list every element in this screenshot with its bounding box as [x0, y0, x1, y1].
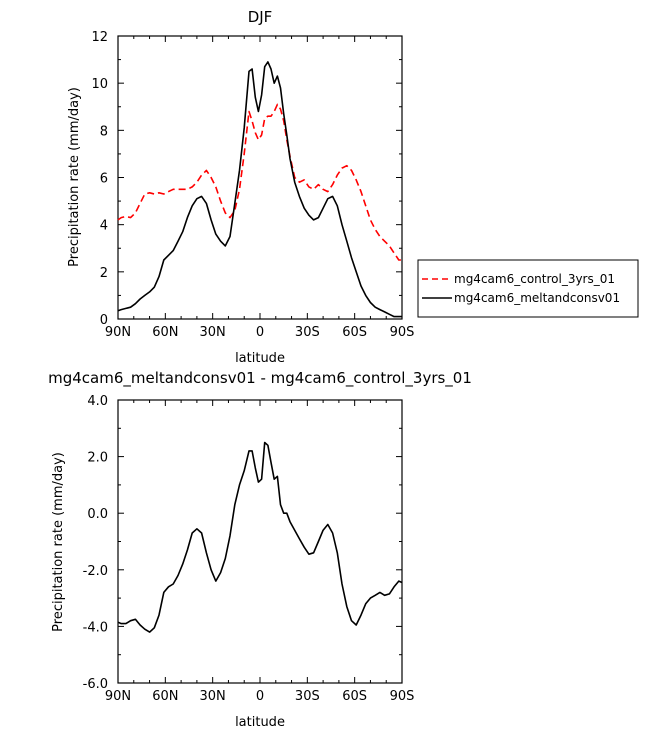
chart-top-title: DJF	[248, 8, 273, 26]
chart-top-legend: mg4cam6_control_3yrs_01 mg4cam6_meltandc…	[417, 259, 639, 318]
x-tick-label: 30S	[295, 325, 320, 340]
x-tick-label: 0	[256, 325, 264, 340]
legend-box	[417, 259, 639, 318]
y-tick-label: 0.0	[87, 507, 108, 522]
chart-bottom-title: mg4cam6_meltandconsv01 - mg4cam6_control…	[48, 369, 472, 388]
chart-top-frame	[117, 35, 403, 320]
series-line-mg4cam6_control_3yrs_01	[117, 103, 402, 261]
y-tick-label: 4	[100, 219, 108, 234]
x-tick-label: 0	[256, 689, 264, 704]
x-tick-label: 90S	[390, 325, 415, 340]
series-line-mg4cam6_meltandconsv01	[117, 61, 402, 318]
y-tick-label: -4.0	[83, 620, 108, 635]
x-tick-label: 60S	[342, 689, 367, 704]
y-tick-label: 10	[91, 77, 108, 92]
chart-bottom-xlabel: latitude	[235, 715, 285, 730]
x-tick-label: 90S	[390, 689, 415, 704]
chart-bottom: mg4cam6_meltandconsv01 - mg4cam6_control…	[48, 369, 472, 730]
legend-label-control: mg4cam6_control_3yrs_01	[454, 272, 615, 286]
y-tick-label: -6.0	[83, 677, 108, 692]
y-tick-label: 12	[91, 30, 108, 45]
chart-top-xlabel: latitude	[235, 351, 285, 366]
legend-label-meltandconsv: mg4cam6_meltandconsv01	[454, 291, 620, 305]
x-tick-label: 90N	[105, 689, 131, 704]
series-line-chart1-series0	[117, 441, 403, 633]
x-tick-label: 30N	[200, 689, 226, 704]
x-tick-label: 30N	[200, 325, 226, 340]
y-tick-label: 6	[100, 172, 108, 187]
x-tick-label: 60N	[152, 325, 178, 340]
y-tick-label: 2	[100, 266, 108, 281]
chart-bottom-ylabel: Precipitation rate (mm/day)	[51, 452, 66, 632]
x-tick-label: 60S	[342, 325, 367, 340]
y-tick-label: -2.0	[83, 564, 108, 579]
x-tick-label: 30S	[295, 689, 320, 704]
x-tick-label: 60N	[152, 689, 178, 704]
y-tick-label: 4.0	[87, 394, 108, 409]
x-tick-label: 90N	[105, 325, 131, 340]
chart-bottom-frame	[117, 399, 403, 684]
chart-top: DJF 90N 60N 30N 0 30S 60S 90S 0 2 4 6 8 10 12 latitu…	[67, 8, 414, 366]
chart-top-ylabel: Precipitation rate (mm/day)	[67, 87, 82, 267]
y-tick-label: 2.0	[87, 451, 108, 466]
y-tick-label: 0	[100, 313, 108, 328]
y-tick-label: 8	[100, 124, 108, 139]
